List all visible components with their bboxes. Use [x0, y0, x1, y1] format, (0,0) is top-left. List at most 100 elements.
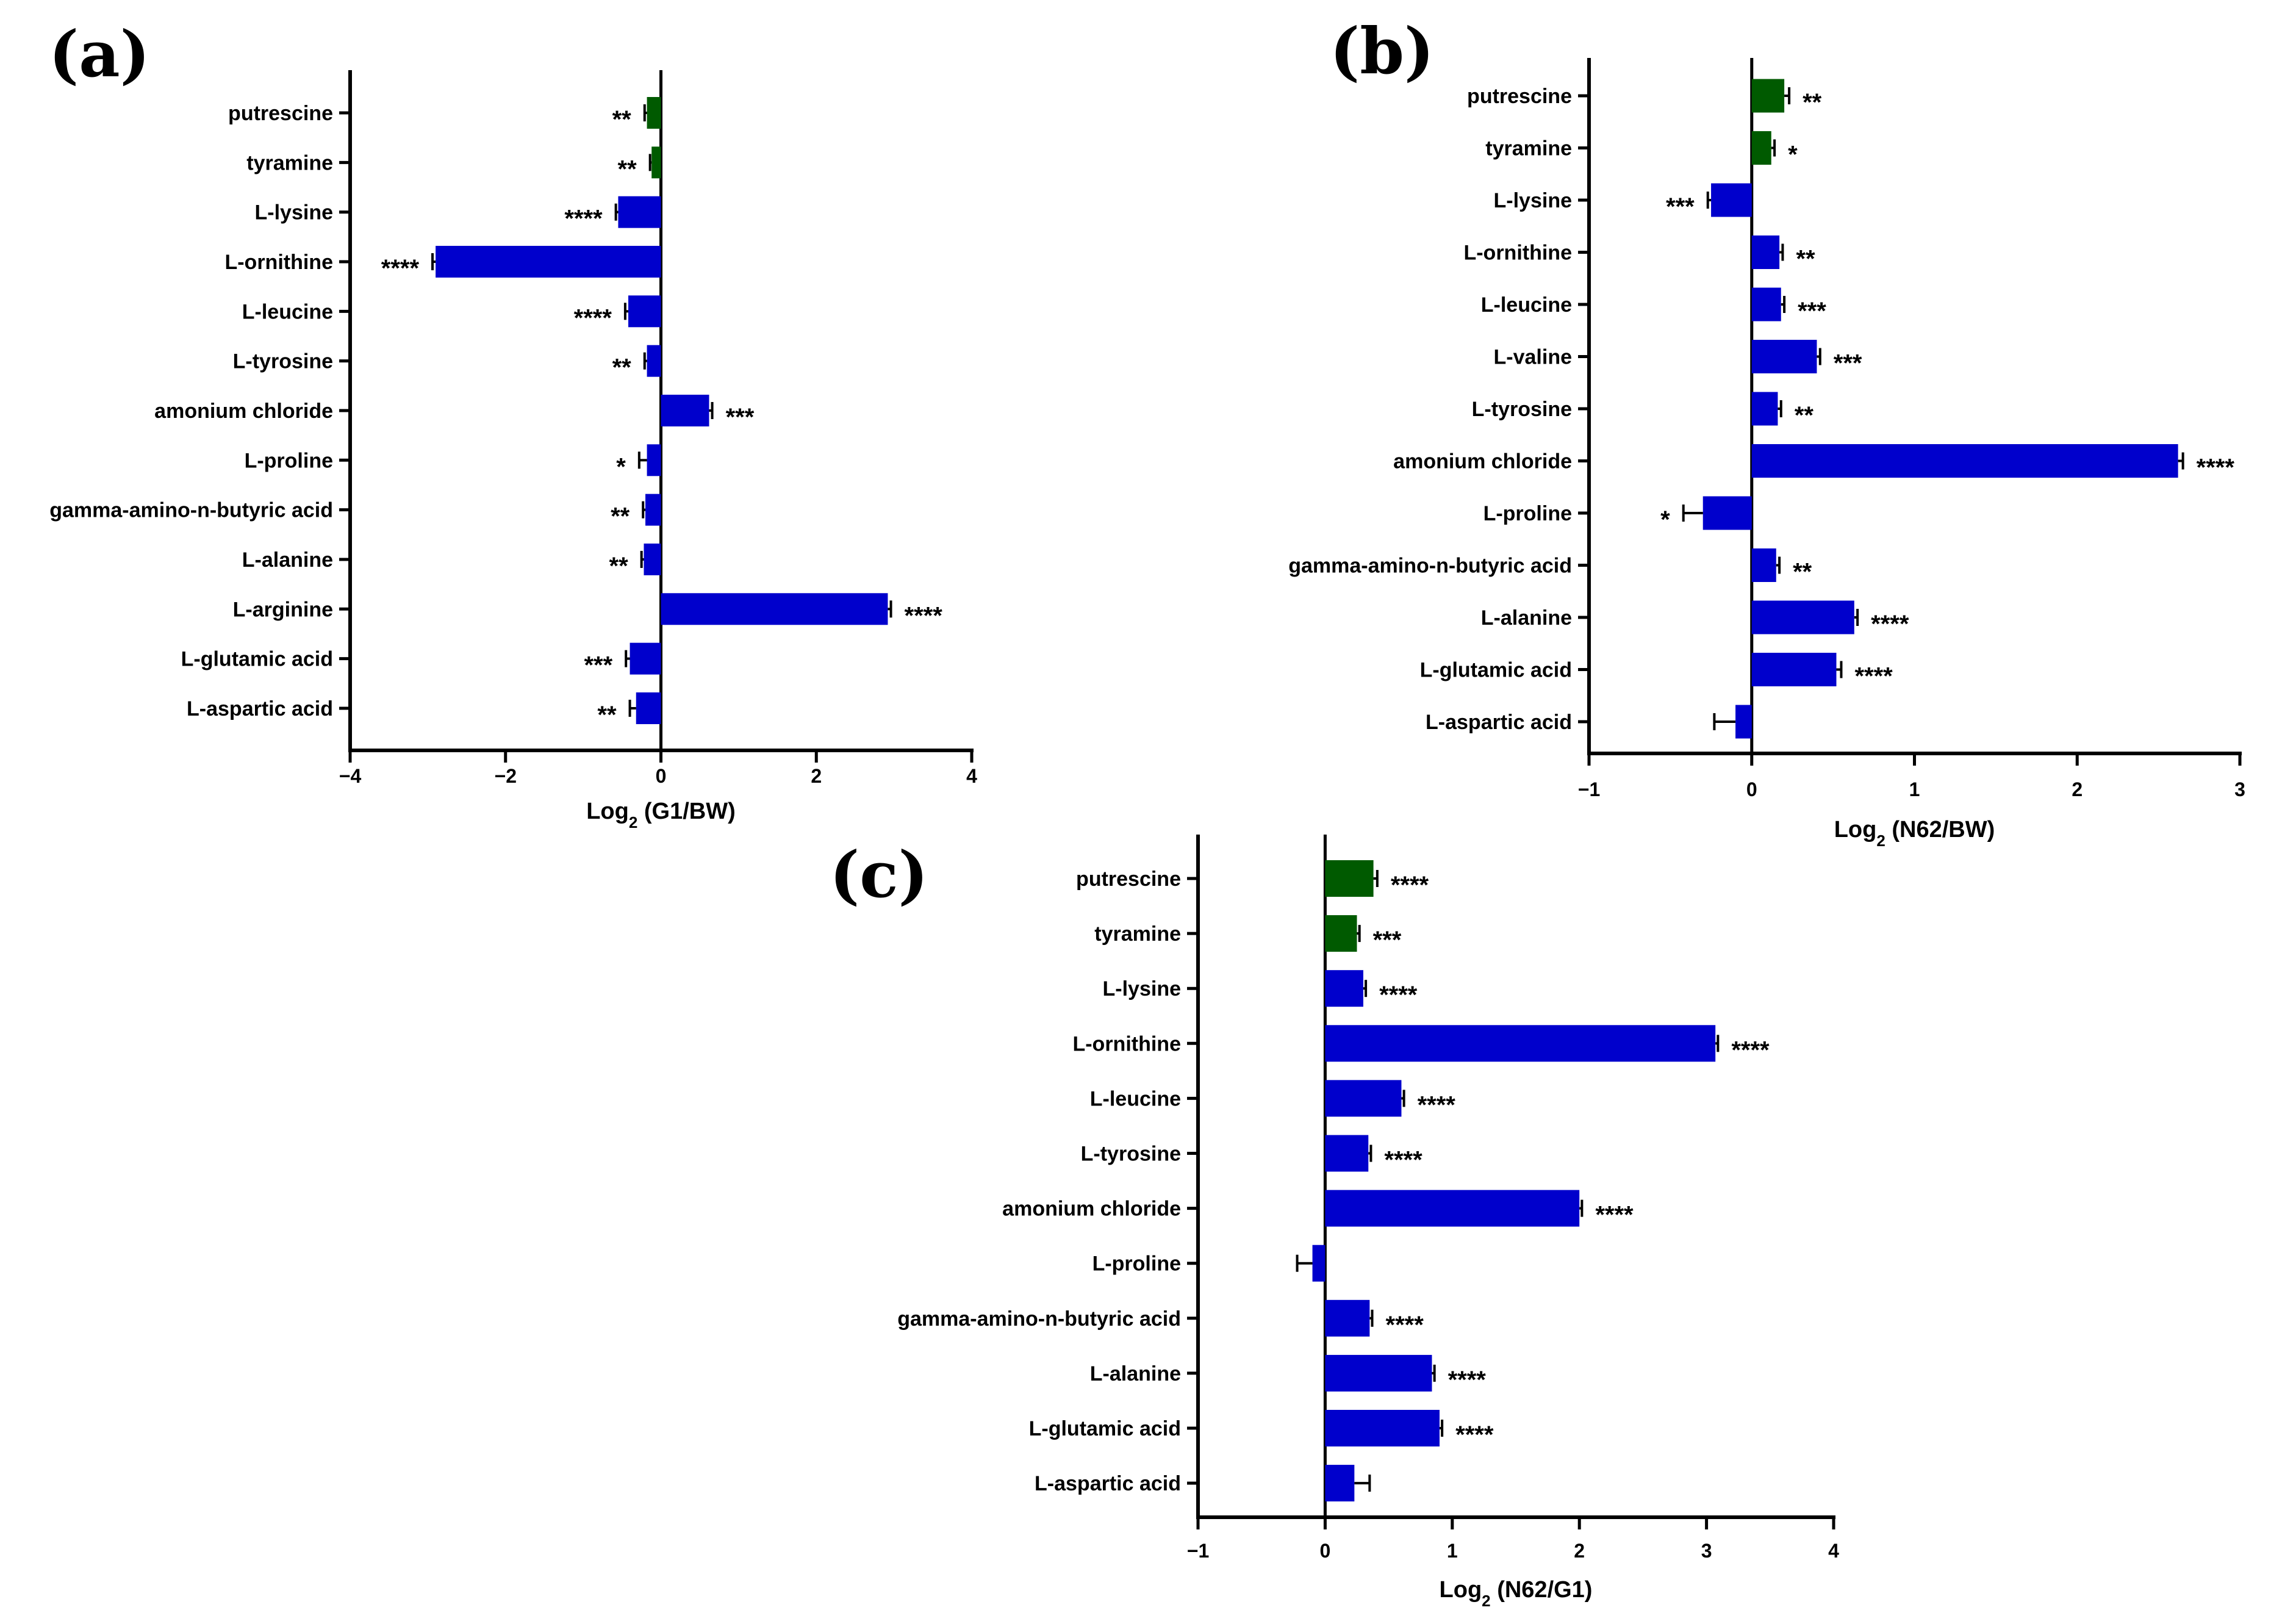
- significance-label: ****: [574, 304, 612, 331]
- significance-label: **: [1803, 89, 1822, 116]
- category-label: putrescine: [1467, 85, 1572, 108]
- x-tick-label: −1: [1187, 1540, 1209, 1562]
- significance-label: ****: [1731, 1037, 1770, 1063]
- category-label: L-lysine: [1103, 977, 1181, 1001]
- bar: [1751, 392, 1778, 426]
- category-label: L-aspartic acid: [187, 697, 333, 720]
- category-label: L-tyrosine: [1081, 1143, 1181, 1166]
- category-label: putrescine: [1076, 868, 1181, 891]
- bar: [618, 196, 661, 228]
- bar: [1751, 653, 1837, 686]
- x-axis-label-main: Log: [1440, 1577, 1482, 1603]
- significance-label: ****: [2197, 455, 2235, 481]
- category-label: L-leucine: [1090, 1087, 1181, 1110]
- significance-label: ***: [726, 404, 755, 431]
- significance-label: ***: [1798, 298, 1826, 325]
- significance-label: ****: [1448, 1367, 1487, 1393]
- bar: [1751, 340, 1817, 373]
- bar: [1325, 1354, 1432, 1392]
- bar: [644, 543, 661, 575]
- significance-label: **: [609, 553, 629, 580]
- category-label: L-proline: [1484, 502, 1572, 525]
- bar: [1325, 970, 1363, 1007]
- x-tick-label: 4: [1828, 1540, 1839, 1562]
- x-tick-label: 1: [1909, 778, 1920, 800]
- category-label: amonium chloride: [1393, 450, 1572, 473]
- category-label: L-tyrosine: [1472, 398, 1572, 421]
- x-tick-label: 0: [656, 765, 667, 787]
- panel-letter: (a): [49, 16, 150, 92]
- bar: [647, 97, 661, 129]
- category-label: L-proline: [245, 449, 333, 472]
- bar: [1735, 705, 1752, 739]
- category-label: L-ornithine: [1463, 242, 1572, 265]
- category-label: putrescine: [228, 102, 333, 125]
- category-label: L-glutamic acid: [1420, 659, 1572, 682]
- bar: [1751, 548, 1776, 582]
- category-label: tyramine: [246, 151, 333, 174]
- bar: [1751, 235, 1780, 269]
- panel-letter: (c): [830, 837, 928, 912]
- x-tick-label: 2: [1574, 1540, 1585, 1562]
- bar: [1751, 600, 1854, 634]
- bar: [651, 146, 661, 179]
- x-tick-label: 2: [2072, 778, 2083, 800]
- bar: [1325, 1410, 1440, 1446]
- significance-label: ****: [1391, 872, 1429, 899]
- x-tick-label: 0: [1746, 778, 1757, 800]
- bar: [645, 494, 661, 526]
- x-tick-label: 3: [1701, 1540, 1712, 1562]
- significance-label: ***: [1666, 193, 1695, 220]
- bar: [1325, 915, 1357, 952]
- x-axis-label: Log2 (G1/BW): [586, 799, 736, 832]
- x-tick-label: 2: [811, 765, 822, 787]
- category-label: L-lysine: [255, 201, 333, 225]
- significance-label: ****: [1871, 611, 1909, 638]
- bar: [1751, 131, 1771, 165]
- category-label: L-tyrosine: [233, 350, 333, 373]
- x-axis-label-rest: (G1/BW): [637, 799, 735, 824]
- x-axis-label-main: Log: [586, 799, 629, 824]
- x-tick-label: 4: [966, 765, 977, 787]
- significance-label: ****: [381, 255, 420, 282]
- category-label: L-glutamic acid: [181, 648, 333, 671]
- x-axis-label-sub: 2: [629, 813, 637, 832]
- significance-label: ****: [1418, 1091, 1456, 1118]
- significance-label: ****: [1595, 1202, 1634, 1229]
- panel-c: (c) −1 0 1 2 3 4 Log2 (N62/G1) putrescine **** tyr…: [830, 835, 1839, 1610]
- bar: [1325, 860, 1374, 897]
- bar: [1325, 1080, 1402, 1117]
- significance-label: ****: [1455, 1421, 1494, 1448]
- significance-label: **: [1795, 402, 1814, 429]
- significance-label: ****: [564, 206, 603, 232]
- x-axis-label-main: Log: [1834, 817, 1877, 843]
- bar: [1325, 1299, 1370, 1337]
- x-axis-label-sub: 2: [1482, 1592, 1490, 1610]
- category-label: L-arginine: [233, 598, 333, 621]
- category-label: L-leucine: [242, 300, 333, 323]
- significance-label: ****: [905, 602, 943, 629]
- significance-label: **: [612, 354, 632, 381]
- bar: [647, 444, 661, 476]
- significance-label: **: [618, 156, 637, 182]
- category-label: amonium chloride: [154, 400, 333, 423]
- category-label: L-glutamic acid: [1029, 1417, 1181, 1440]
- x-tick-label: 0: [1320, 1540, 1331, 1562]
- category-label: L-ornithine: [1072, 1032, 1181, 1055]
- x-axis-label: Log2 (N62/G1): [1440, 1577, 1593, 1610]
- category-label: L-alanine: [1090, 1362, 1181, 1385]
- significance-label: **: [1796, 246, 1815, 273]
- x-tick-label: 1: [1447, 1540, 1458, 1562]
- x-axis-label: Log2 (N62/BW): [1834, 817, 1995, 850]
- category-label: L-aspartic acid: [1426, 711, 1572, 734]
- bar: [1325, 1465, 1355, 1502]
- category-label: tyramine: [1485, 137, 1572, 160]
- category-label: tyramine: [1094, 922, 1181, 946]
- category-label: L-ornithine: [224, 251, 333, 274]
- category-label: L-alanine: [1481, 606, 1572, 630]
- significance-label: ***: [584, 652, 612, 679]
- bar: [1325, 1190, 1580, 1227]
- significance-label: ****: [1384, 1147, 1423, 1174]
- category-label: L-lysine: [1494, 189, 1572, 212]
